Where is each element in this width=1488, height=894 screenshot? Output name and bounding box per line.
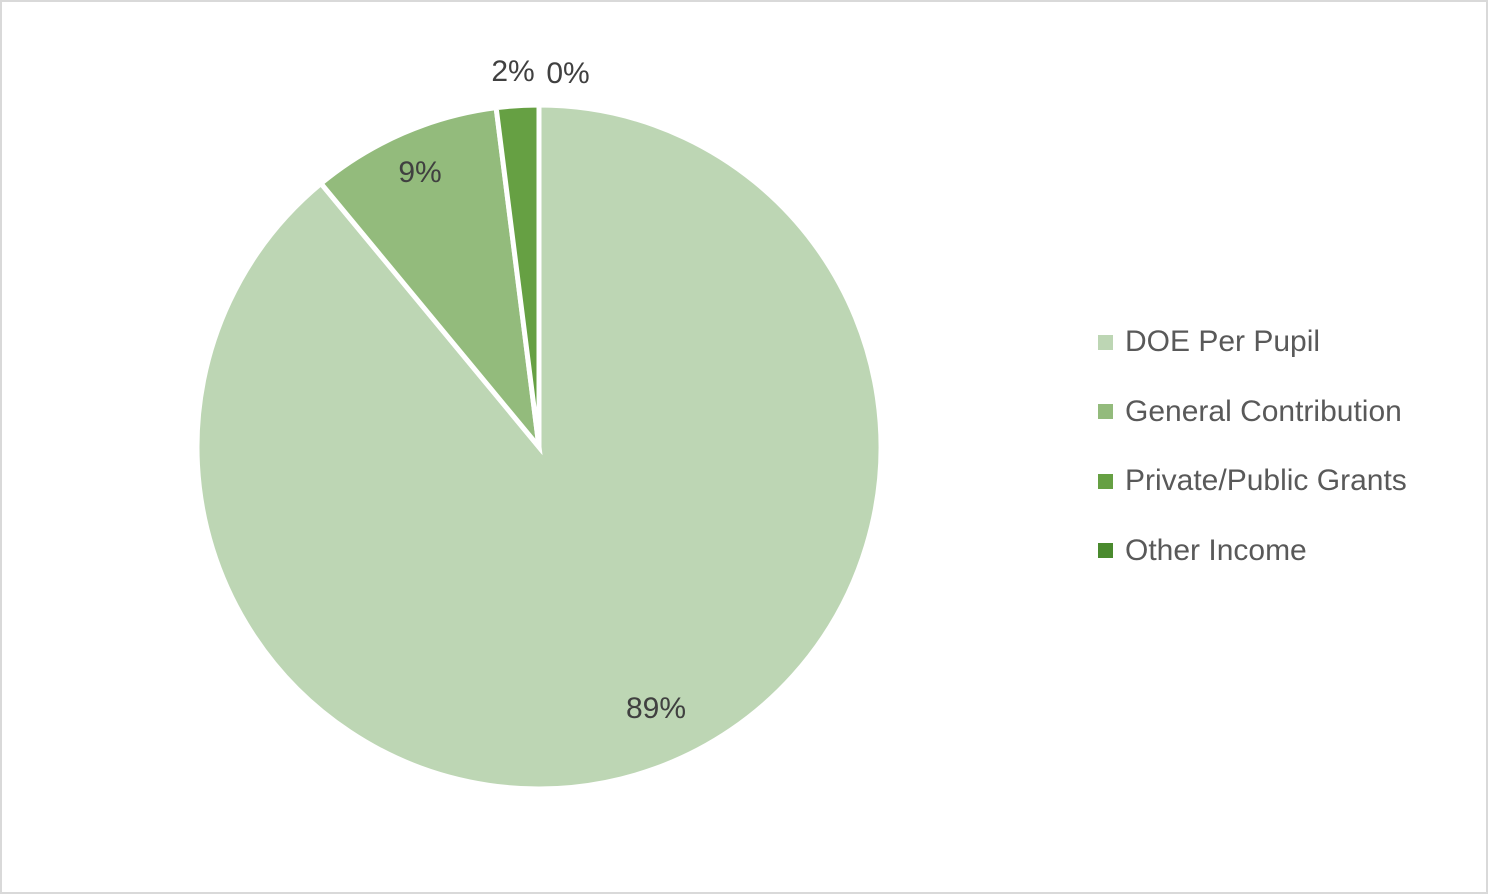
legend-label: General Contribution <box>1125 394 1402 428</box>
pie-data-labels: 89% 9% 2% 0% <box>398 55 686 725</box>
legend-label: Other Income <box>1125 533 1307 567</box>
pie-slice-general-contribution <box>317 104 543 456</box>
legend-item-doe-per-pupil: DOE Per Pupil <box>1098 322 1478 362</box>
legend-item-other-income: Other Income <box>1098 531 1478 571</box>
legend-swatch <box>1098 473 1113 489</box>
legend-swatch <box>1098 334 1113 350</box>
data-label-general-contribution: 9% <box>398 156 441 189</box>
legend-item-general-contribution: General Contribution <box>1098 392 1478 432</box>
legend-swatch <box>1098 543 1113 558</box>
pie-slices <box>194 102 884 792</box>
data-label-doe-per-pupil: 89% <box>626 692 686 725</box>
legend-swatch <box>1098 404 1113 419</box>
legend-item-private-public-grants: Private/Public Grants <box>1098 461 1478 501</box>
legend-label: DOE Per Pupil <box>1125 325 1321 358</box>
data-label-private-public-grants: 2% <box>491 55 534 88</box>
legend-label: Private/Public Grants <box>1125 464 1407 497</box>
legend: DOE Per Pupil General Contribution Priva… <box>1098 322 1478 600</box>
data-label-other-income: 0% <box>546 57 589 90</box>
